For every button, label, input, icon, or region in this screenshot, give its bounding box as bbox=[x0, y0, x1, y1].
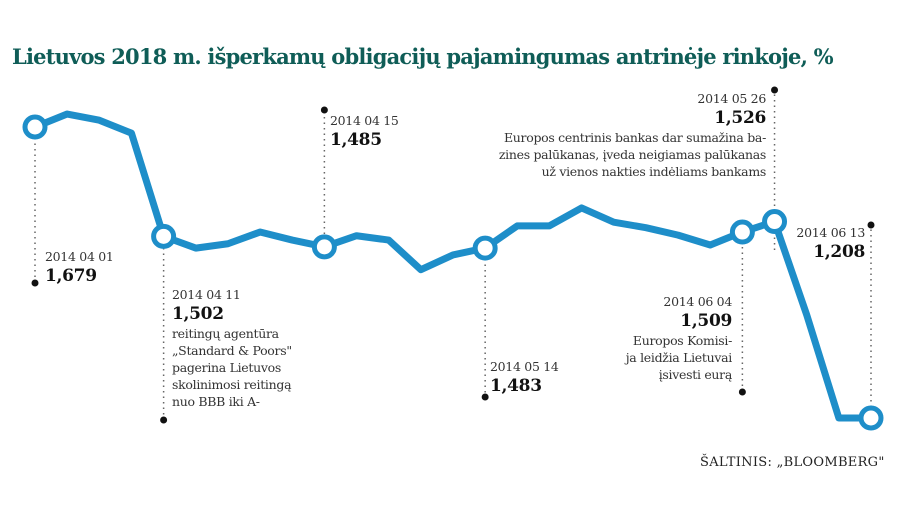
annotation-text: Europos Komisi- bbox=[632, 333, 732, 348]
annotation-text: ja leidžia Lietuvai bbox=[625, 350, 733, 365]
annotation-1: 2014 04 11 1,502 reitingų agentūra „Stan… bbox=[172, 286, 292, 410]
annotation-2: 2014 04 15 1,485 bbox=[330, 112, 399, 151]
data-point-marker-23 bbox=[762, 209, 788, 235]
leader-dot-0 bbox=[31, 279, 39, 287]
annotation-value: 1,483 bbox=[490, 376, 542, 396]
annotation-value: 1,679 bbox=[45, 266, 97, 286]
annotation-5: 2014 06 04 1,509 Europos Komisi- ja leid… bbox=[625, 293, 733, 383]
annotation-text: skolinimosi reitingą bbox=[172, 377, 292, 392]
annotation-date: 2014 05 14 bbox=[490, 359, 559, 374]
leader-dot-2 bbox=[320, 106, 328, 114]
annotation-text: zines palūkanas, įveda neigiamas palūkan… bbox=[498, 147, 766, 162]
annotation-value: 1,502 bbox=[172, 304, 224, 324]
data-point-marker-22 bbox=[729, 219, 755, 245]
chart-title: Lietuvos 2018 m. išperkamų obligacijų pa… bbox=[12, 44, 834, 69]
annotation-text: pagerina Lietuvos bbox=[172, 360, 281, 375]
annotation-value: 1,526 bbox=[714, 108, 766, 128]
data-point-marker-0 bbox=[22, 114, 48, 140]
annotation-date: 2014 04 15 bbox=[330, 113, 399, 128]
data-point-marker-26 bbox=[858, 405, 884, 431]
leader-dot-5 bbox=[738, 388, 746, 396]
annotation-3: 2014 05 14 1,483 bbox=[490, 358, 559, 397]
annotation-date: 2014 06 13 bbox=[796, 225, 865, 240]
annotation-text: reitingų agentūra bbox=[172, 326, 279, 341]
annotation-value: 1,485 bbox=[330, 130, 382, 150]
annotation-6: 2014 06 13 1,208 bbox=[796, 224, 865, 263]
data-point-marker-14 bbox=[472, 235, 498, 261]
leader-dot-4 bbox=[771, 86, 779, 94]
annotation-text: „Standard & Poors" bbox=[172, 343, 292, 358]
leader-dot-6 bbox=[867, 221, 875, 229]
annotation-text: už vienos nakties indėliams bankams bbox=[541, 164, 767, 179]
data-point-marker-4 bbox=[151, 223, 177, 249]
annotation-4: 2014 05 26 1,526 Europos centrinis banka… bbox=[499, 90, 766, 180]
data-point-marker-9 bbox=[311, 234, 337, 260]
annotation-0: 2014 04 01 1,679 bbox=[45, 248, 114, 287]
annotation-date: 2014 04 01 bbox=[45, 249, 114, 264]
annotation-text: Europos centrinis bankas dar sumažina ba… bbox=[503, 130, 766, 145]
annotation-text: įsivesti eurą bbox=[658, 367, 733, 382]
annotation-value: 1,509 bbox=[680, 311, 732, 331]
annotation-text: nuo BBB iki A- bbox=[172, 394, 260, 409]
leader-dot-1 bbox=[160, 416, 168, 424]
annotation-date: 2014 05 26 bbox=[697, 91, 766, 106]
annotation-date: 2014 04 11 bbox=[172, 287, 241, 302]
annotation-value: 1,208 bbox=[813, 242, 865, 262]
source-note: ŠALTINIS: „BLOOMBERG" bbox=[700, 455, 885, 470]
annotation-date: 2014 06 04 bbox=[663, 294, 732, 309]
leader-dot-3 bbox=[481, 393, 489, 401]
